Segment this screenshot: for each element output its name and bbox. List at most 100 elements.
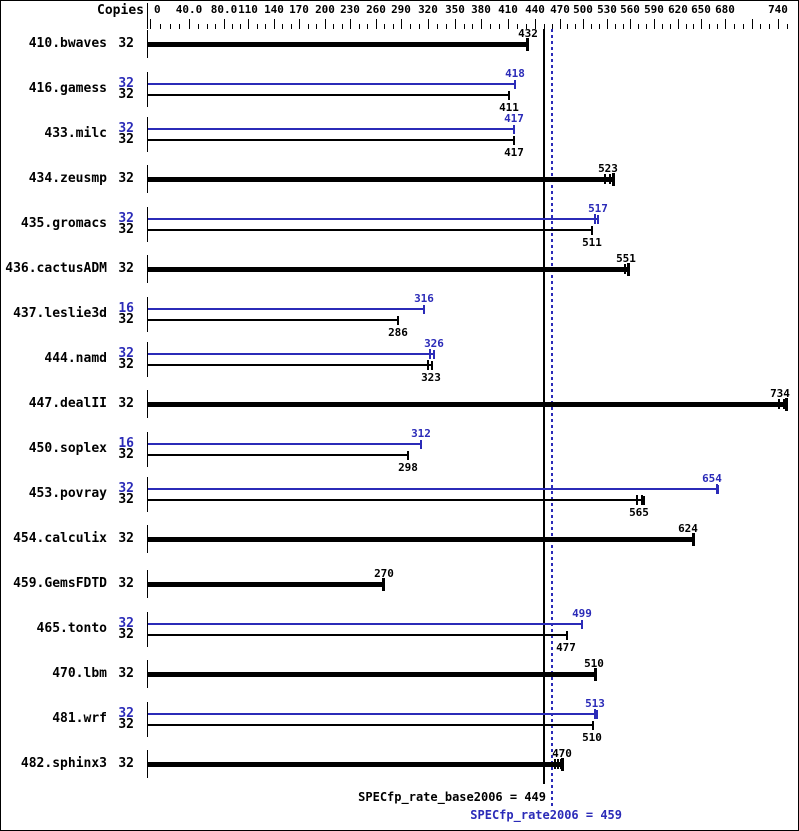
axis-minor-tick	[446, 24, 447, 29]
axis-major-tick	[150, 19, 151, 29]
value-label: 417	[504, 112, 524, 125]
value-label: 411	[499, 101, 519, 114]
axis-major-tick	[654, 19, 655, 29]
row-axis-stub	[147, 432, 148, 467]
row-axis-stub	[147, 750, 148, 778]
axis-minor-tick	[646, 24, 647, 29]
axis-major-tick	[428, 19, 429, 29]
axis-tick-label: 80.0	[210, 3, 238, 16]
axis-minor-tick	[207, 24, 208, 29]
axis-minor-tick	[575, 24, 576, 29]
value-label: 551	[616, 252, 636, 265]
run-mark	[636, 495, 638, 505]
axis-minor-tick	[419, 24, 420, 29]
bar	[148, 499, 644, 501]
row-axis-stub	[147, 660, 148, 688]
bar	[148, 218, 598, 220]
axis-major-tick	[678, 19, 679, 29]
axis-minor-tick	[693, 24, 694, 29]
bar-end-cap	[692, 533, 695, 546]
bar-end-cap	[643, 496, 645, 505]
bar	[148, 42, 528, 47]
bar-end-cap	[508, 91, 510, 100]
benchmark-label: 450.soplex	[28, 441, 107, 456]
bar	[148, 724, 593, 726]
benchmark-label: 437.leslie3d	[13, 306, 107, 321]
row-axis-stub	[147, 117, 148, 152]
copies-label: 32	[118, 76, 134, 91]
copies-label: 32	[118, 627, 134, 642]
value-label: 417	[504, 146, 524, 159]
value-label: 510	[584, 657, 604, 670]
axis-major-tick	[535, 19, 536, 29]
benchmark-label: 465.tonto	[36, 621, 107, 636]
bar-end-cap	[627, 263, 630, 276]
run-mark	[609, 174, 611, 184]
axis-minor-tick	[393, 24, 394, 29]
axis-minor-tick	[265, 24, 266, 29]
axis-major-tick	[778, 19, 779, 29]
axis-minor-tick	[526, 24, 527, 29]
axis-minor-tick	[662, 24, 663, 29]
copies-label: 16	[118, 301, 134, 316]
run-mark	[594, 214, 596, 224]
value-label: 511	[582, 236, 602, 249]
axis-minor-tick	[787, 24, 788, 29]
axis-minor-tick	[316, 24, 317, 29]
bar-end-cap	[423, 305, 425, 314]
bar	[148, 454, 408, 456]
run-mark	[778, 399, 780, 409]
copies-label: 32	[118, 36, 134, 51]
axis-minor-tick	[198, 24, 199, 29]
axis-minor-tick	[410, 24, 411, 29]
run-mark	[594, 709, 596, 719]
axis-major-tick	[607, 19, 608, 29]
copies-label: 32	[118, 132, 134, 147]
axis-tick-label: 560	[620, 3, 640, 16]
row-axis-stub	[147, 570, 148, 598]
row-axis-stub	[147, 612, 148, 647]
bar-end-cap	[420, 440, 422, 449]
row-axis-stub	[147, 477, 148, 512]
bar-end-cap	[433, 350, 435, 359]
benchmark-label: 453.povray	[28, 486, 107, 501]
row-axis-stub	[147, 390, 148, 418]
benchmark-label: 416.gamess	[28, 81, 107, 96]
run-mark	[554, 759, 556, 769]
bar	[148, 139, 514, 141]
run-mark	[427, 360, 429, 370]
bar-end-cap	[717, 485, 719, 494]
bar	[148, 128, 514, 130]
row-axis-stub	[147, 297, 148, 332]
value-label: 432	[518, 27, 538, 40]
value-label: 477	[556, 641, 576, 654]
axis-tick-label: 590	[644, 3, 664, 16]
bar-end-cap	[612, 173, 615, 186]
bar-end-cap	[407, 451, 409, 460]
axis-minor-tick	[464, 24, 465, 29]
axis-tick-label: 500	[573, 3, 593, 16]
axis-minor-tick	[384, 24, 385, 29]
axis-tick-label: 410	[498, 3, 518, 16]
copies-label: 32	[118, 717, 134, 732]
axis-tick-label: 530	[597, 3, 617, 16]
axis-tick-label: 110	[238, 3, 258, 16]
bar	[148, 353, 434, 355]
axis-minor-tick	[215, 24, 216, 29]
bar	[148, 582, 384, 587]
bar	[148, 488, 718, 490]
axis-minor-tick	[499, 24, 500, 29]
copies-label: 32	[118, 396, 134, 411]
run-mark	[716, 484, 718, 494]
bar-end-cap	[513, 136, 515, 145]
copies-label: 32	[118, 261, 134, 276]
run-mark	[783, 399, 785, 409]
axis-minor-tick	[240, 24, 241, 29]
axis-major-tick	[325, 19, 326, 29]
bar	[148, 319, 398, 321]
axis-minor-tick	[472, 24, 473, 29]
axis-minor-tick	[544, 24, 545, 29]
value-label: 565	[629, 506, 649, 519]
